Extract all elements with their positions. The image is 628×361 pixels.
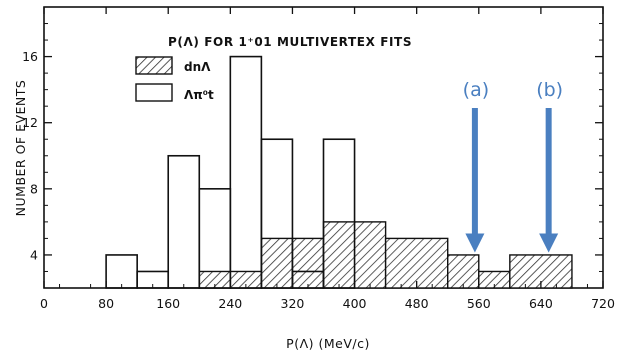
x-tick-label-7: 560 [467,296,491,311]
legend-swatch-hatched [135,56,173,75]
y-tick-label-1: 8 [30,181,38,196]
legend-label-open: Λπ⁰t [184,88,214,102]
annotation-label-0: (a) [463,79,489,101]
y-tick-label-3: 16 [22,49,38,64]
x-tick-label-8: 640 [529,296,553,311]
y-tick-label-0: 4 [30,247,38,262]
x-tick-label-6: 480 [405,296,429,311]
x-tick-label-5: 400 [343,296,367,311]
chart-marks: 0 80 160 240 320 400 480 560 640 720 4 8 12 16 (a) (b) [22,7,615,311]
x-tick-label-3: 240 [218,296,242,311]
legend-swatch-open [135,83,173,102]
hatched-bar-4 [384,237,449,289]
x-tick-label-0: 0 [40,296,48,311]
x-tick-label-9: 720 [591,296,615,311]
open-bar-4 [229,55,263,289]
open-bar-2 [167,154,201,289]
open-bar-0 [105,254,138,289]
legend-label-hatched: dnΛ [184,60,211,74]
x-axis-title: P(Λ) (MeV/c) [286,336,370,351]
x-tick-label-2: 160 [156,296,180,311]
chart-title: P(Λ) FOR 1⁺01 MULTIVERTEX FITS [168,35,412,49]
hatched-bar-2 [291,237,325,289]
y-axis-title: NUMBER OF EVENTS [13,80,28,217]
hatched-bar-5 [447,254,480,289]
annotation-label-1: (b) [536,79,563,101]
y-tick-label-2: 12 [22,115,38,130]
x-tick-label-4: 320 [281,296,305,311]
x-tick-label-1: 80 [98,296,114,311]
hatched-bar-1 [260,237,294,289]
